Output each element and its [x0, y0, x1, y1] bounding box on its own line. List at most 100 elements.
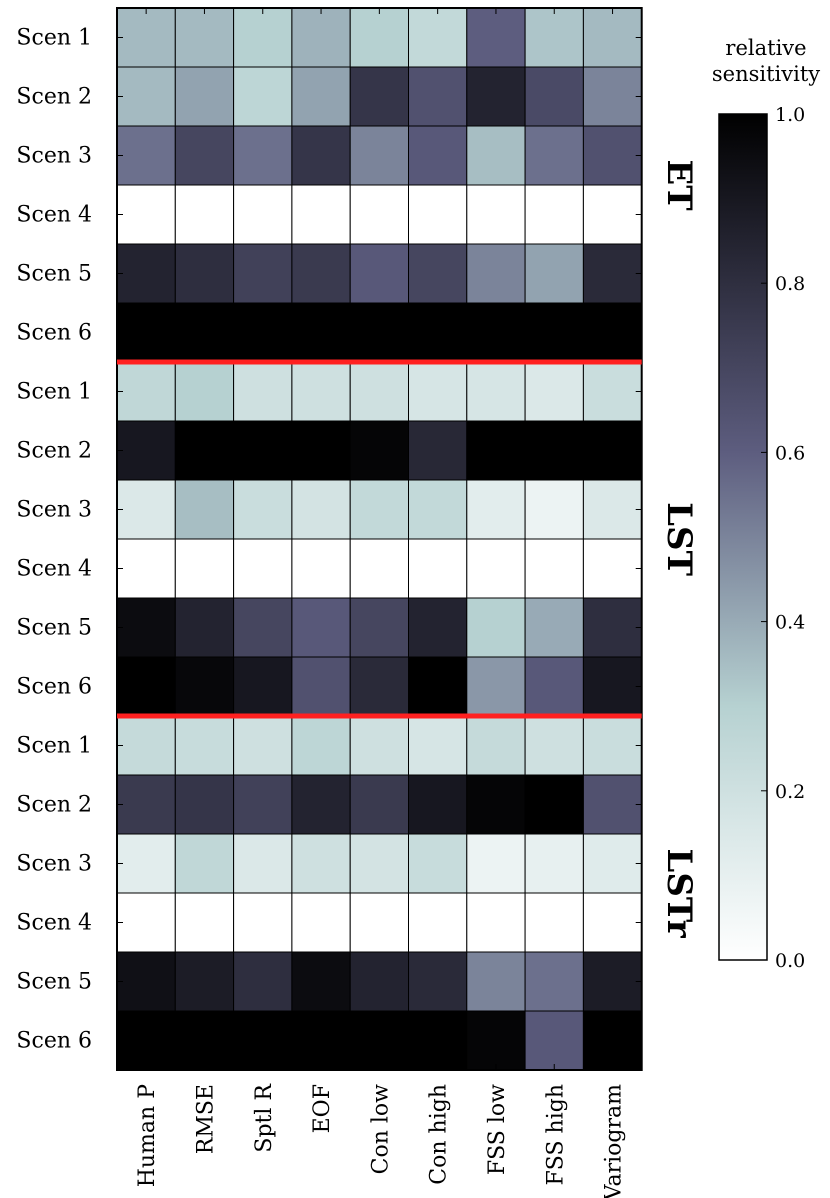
- heatmap-cell: [174, 420, 235, 481]
- heatmap-cell: [233, 479, 293, 540]
- heatmap-cell: [466, 420, 526, 481]
- heatmap-cell: [291, 597, 351, 658]
- heatmap-cell: [582, 361, 643, 422]
- heatmap-cell: [466, 361, 526, 422]
- heatmap-cell: [408, 1010, 468, 1071]
- heatmap-cell: [116, 715, 176, 776]
- heatmap-cell: [582, 66, 643, 127]
- heatmap-cell: [174, 361, 235, 422]
- heatmap-cell: [524, 715, 584, 776]
- heatmap-cell: [233, 597, 293, 658]
- heatmap-cell: [233, 1010, 293, 1071]
- heatmap-cell: [582, 715, 643, 776]
- heatmap-cell: [466, 951, 526, 1012]
- heatmap-cell: [582, 892, 643, 953]
- heatmap-cell: [116, 774, 176, 835]
- column-label: Variogram: [602, 1084, 627, 1198]
- heatmap-cell: [116, 243, 176, 304]
- heatmap-cell: [116, 656, 176, 717]
- heatmap-cell: [291, 774, 351, 835]
- heatmap-cell: [233, 892, 293, 953]
- heatmap-cell: [466, 184, 526, 245]
- heatmap-cell: [349, 184, 410, 245]
- row-labels: Scen 1 Scen 2 Scen 3 Scen 4 Scen 5 Scen 6 Scen…: [16, 26, 92, 1054]
- row-label: Scen 3: [16, 144, 92, 169]
- heatmap-cell: [466, 656, 526, 717]
- heatmap-cell: [582, 833, 643, 894]
- heatmap-cell: [466, 243, 526, 304]
- colorbar-tick-label: 0.6: [775, 442, 805, 464]
- heatmap-cell: [291, 7, 351, 68]
- heatmap-cell: [116, 420, 176, 481]
- heatmap-cell: [174, 479, 235, 540]
- heatmap-cell: [174, 1010, 235, 1071]
- row-label: Scen 1: [16, 26, 92, 51]
- heatmap-cell: [582, 479, 643, 540]
- heatmap-cell: [174, 184, 235, 245]
- group-label: LSTr: [659, 848, 699, 938]
- heatmap-cell: [408, 479, 468, 540]
- row-label: Scen 5: [16, 970, 92, 995]
- heatmap-cell: [466, 479, 526, 540]
- heatmap-cell: [116, 302, 176, 363]
- heatmap-cell: [582, 538, 643, 599]
- heatmap-cell: [233, 66, 293, 127]
- group-label: ET: [659, 159, 699, 210]
- heatmap-cell: [466, 715, 526, 776]
- colorbar-tick-label: 0.8: [775, 273, 805, 295]
- heatmap-cell: [116, 1010, 176, 1071]
- heatmap-cell: [524, 361, 584, 422]
- heatmap-cell: [582, 302, 643, 363]
- heatmap-cell: [408, 66, 468, 127]
- heatmap-cell: [408, 833, 468, 894]
- heatmap-cell: [174, 892, 235, 953]
- heatmap-cell: [582, 951, 643, 1012]
- heatmap-cell: [466, 1010, 526, 1071]
- heatmap-cell: [116, 361, 176, 422]
- heatmap-cell: [349, 951, 410, 1012]
- heatmap-cell: [116, 7, 176, 68]
- row-label: Scen 4: [16, 911, 92, 936]
- heatmap-cell: [116, 125, 176, 186]
- row-label: Scen 5: [16, 616, 92, 641]
- heatmap-cell: [349, 302, 410, 363]
- colorbar-gradient: [718, 113, 768, 961]
- heatmap-cell: [233, 184, 293, 245]
- heatmap-cell: [524, 66, 584, 127]
- heatmap-cell: [291, 361, 351, 422]
- heatmap-cell: [466, 302, 526, 363]
- heatmap-cell: [233, 125, 293, 186]
- heatmap-cell: [291, 715, 351, 776]
- heatmap-cell: [233, 715, 293, 776]
- heatmap-cell: [408, 951, 468, 1012]
- heatmap-cell: [408, 7, 468, 68]
- heatmap-cell: [349, 361, 410, 422]
- heatmap-cell: [233, 951, 293, 1012]
- heatmap-cell: [174, 125, 235, 186]
- colorbar-tick-label: 0.0: [775, 950, 805, 972]
- heatmap-cell: [116, 184, 176, 245]
- heatmap-cell: [524, 656, 584, 717]
- heatmap-cell: [349, 597, 410, 658]
- heatmap-cell: [466, 538, 526, 599]
- column-labels: Human P RMSE Sptl R EOF Con low Con high FSS l…: [135, 1083, 626, 1198]
- row-label: Scen 4: [16, 203, 92, 228]
- heatmap-cell: [582, 1010, 643, 1071]
- heatmap-cell: [291, 420, 351, 481]
- heatmap-cell: [291, 66, 351, 127]
- heatmap-cell: [524, 420, 584, 481]
- heatmap-cell: [349, 715, 410, 776]
- heatmap-cell: [408, 420, 468, 481]
- heatmap-cell: [582, 184, 643, 245]
- column-label: Con low: [368, 1084, 393, 1175]
- colorbar-title: relative: [725, 36, 806, 60]
- heatmap-cell: [349, 420, 410, 481]
- column-label: Human P: [135, 1084, 160, 1187]
- colorbar-tick-label: 0.4: [775, 612, 805, 634]
- heatmap-cell: [174, 597, 235, 658]
- heatmap-cell: [349, 833, 410, 894]
- heatmap-cell: [291, 184, 351, 245]
- column-label: Sptl R: [252, 1083, 277, 1153]
- heatmap-cell: [466, 66, 526, 127]
